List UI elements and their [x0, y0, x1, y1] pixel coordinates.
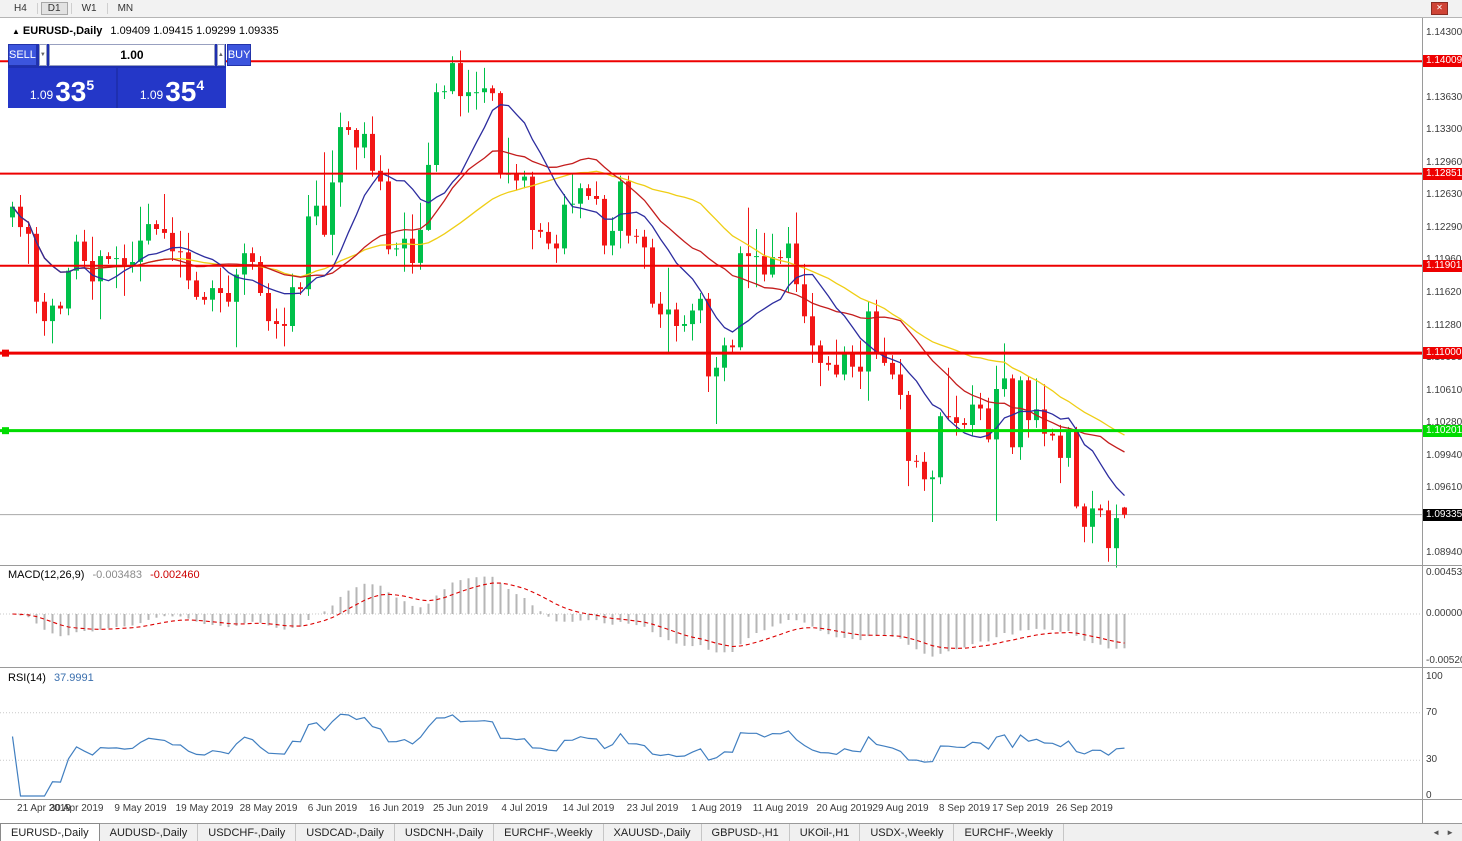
toolbar-separator: [106, 3, 108, 14]
moving-average-line: [11, 104, 1125, 497]
moving-average-line: [11, 170, 1125, 436]
timeframe-buttons: H4 D1 W1 MN: [6, 2, 141, 15]
timeframe-button-d1[interactable]: D1: [40, 2, 68, 15]
top-toolbar: H4 D1 W1 MN ✕: [0, 0, 1462, 18]
sell-price-display[interactable]: 1.09 33 5: [8, 68, 116, 108]
chart-tab[interactable]: AUDUSD-,Daily: [100, 824, 199, 841]
macd-name: MACD(12,26,9): [8, 569, 85, 581]
chart-title: ▲ EURUSD-,Daily 1.09409 1.09415 1.09299 1.…: [12, 25, 279, 37]
rsi-indicator-label: RSI(14) 37.9991: [8, 672, 94, 684]
chart-tab[interactable]: EURCHF-,Weekly: [954, 824, 1064, 841]
sell-price-prefix: 1.09: [29, 88, 54, 102]
line-handle[interactable]: [2, 427, 9, 435]
macd-main-value: -0.003483: [92, 569, 143, 581]
timeframe-button-h4[interactable]: H4: [14, 3, 27, 14]
chart-tab[interactable]: EURUSD-,Daily: [0, 823, 100, 841]
timeframe-button-mn[interactable]: MN: [117, 3, 134, 14]
buy-price-pipette: 4: [196, 77, 205, 93]
chart-tabs: EURUSD-,Daily AUDUSD-,Daily USDCHF-,Daily U…: [0, 823, 1064, 841]
chart-tab[interactable]: UKOil-,H1: [790, 824, 861, 841]
moving-average-line: [11, 150, 1125, 453]
chart-tab[interactable]: USDCNH-,Daily: [395, 824, 495, 841]
line-handle[interactable]: [2, 349, 9, 357]
chart-icon: ▲: [12, 27, 20, 36]
lot-size-input[interactable]: [48, 44, 215, 66]
rsi-line: [11, 713, 1125, 797]
chart-tab[interactable]: EURCHF-,Weekly: [494, 824, 604, 841]
chart-tab[interactable]: USDCAD-,Daily: [296, 824, 395, 841]
chart-tab[interactable]: USDCHF-,Daily: [198, 824, 297, 841]
trade-prices-row: 1.09 33 5 1.09 35 4: [8, 68, 226, 108]
tab-scroll-left-icon[interactable]: ◄: [1432, 828, 1441, 837]
sell-button[interactable]: SELL: [8, 44, 37, 66]
candles-layer: [10, 50, 1127, 568]
trade-controls-row: SELL ▼ ▲ BUY: [8, 44, 252, 66]
tab-scroll-right-icon[interactable]: ►: [1446, 828, 1454, 837]
toolbar-separator: [70, 3, 72, 14]
chart-tab[interactable]: XAUUSD-,Daily: [604, 824, 702, 841]
rsi-value: 37.9991: [53, 672, 94, 684]
chart-symbol-label: EURUSD-,Daily: [22, 25, 103, 37]
buy-price-big-digits: 35: [165, 76, 197, 107]
chart-tabs-bar: EURUSD-,Daily AUDUSD-,Daily USDCHF-,Daily U…: [0, 823, 1462, 841]
lot-decrease-button[interactable]: ▼: [38, 44, 47, 66]
sell-price-pipette: 5: [86, 77, 95, 93]
macd-signal-line: [12, 582, 1125, 649]
macd-signal-value: -0.002460: [150, 569, 200, 581]
buy-price-prefix: 1.09: [139, 88, 164, 102]
one-click-trading-widget: SELL ▼ ▲ BUY 1.09 33 5 1.09 35 4: [8, 44, 252, 108]
tab-scroll-controls: ◄ ►: [1424, 824, 1462, 841]
rsi-name: RSI(14): [8, 672, 46, 684]
chart-tab[interactable]: USDX-,Weekly: [860, 824, 955, 841]
toolbar-separator: [36, 3, 38, 14]
buy-button[interactable]: BUY: [226, 44, 252, 66]
buy-price-display[interactable]: 1.09 35 4: [118, 68, 226, 108]
chart-ohlc-values: 1.09409 1.09415 1.09299 1.09335: [110, 25, 279, 37]
timeframe-button-w1[interactable]: W1: [81, 3, 97, 14]
sell-price-big-digits: 33: [55, 76, 87, 107]
macd-indicator-label: MACD(12,26,9) -0.003483 -0.002460: [8, 569, 200, 581]
macd-histogram: [19, 576, 1126, 657]
lot-increase-button[interactable]: ▲: [216, 44, 225, 66]
close-icon[interactable]: ✕: [1431, 2, 1448, 15]
chart-tab[interactable]: GBPUSD-,H1: [702, 824, 790, 841]
